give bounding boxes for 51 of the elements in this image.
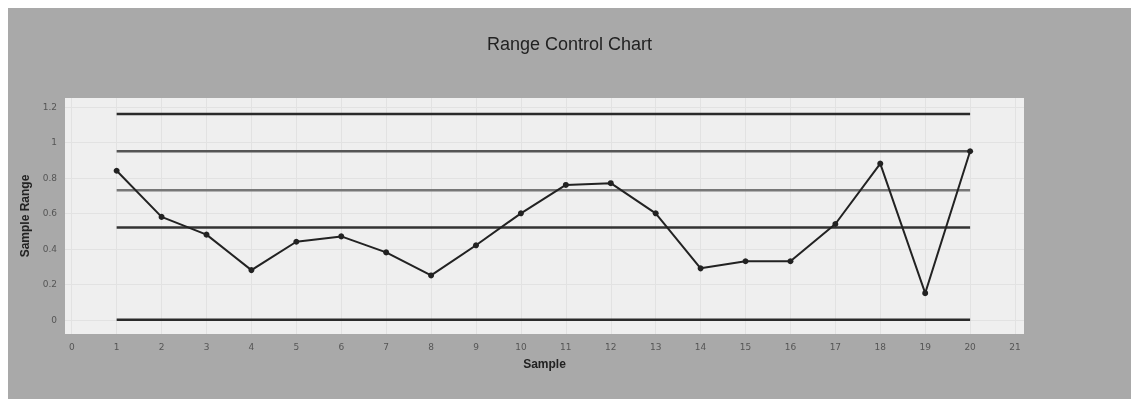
point	[293, 238, 300, 245]
x-tick-label: 12	[605, 341, 617, 352]
x-tick-label: 15	[739, 341, 752, 352]
x-tick-label: 11	[560, 341, 572, 352]
x-tick-label: 8	[428, 341, 435, 352]
point	[473, 242, 479, 249]
point	[742, 258, 749, 265]
x-tick-label: 6	[338, 341, 345, 352]
y-tick-label: 1.2	[42, 101, 57, 112]
point	[607, 180, 614, 187]
x-tick-label: 5	[293, 341, 300, 352]
x-tick-label: 0	[68, 341, 75, 352]
point	[877, 160, 884, 167]
point	[428, 272, 435, 279]
x-tick-label: 3	[203, 341, 210, 352]
x-tick-label: 13	[649, 341, 662, 352]
x-axis-title: Sample	[523, 357, 567, 371]
point	[113, 167, 120, 174]
y-tick-label: 0.4	[42, 243, 58, 254]
y-tick-label: 0	[51, 314, 58, 325]
x-tick-label: 9	[473, 341, 480, 352]
x-tick-label: 14	[694, 341, 707, 352]
x-tick-label: 7	[383, 341, 390, 352]
y-axis-title: Sample Range	[18, 174, 32, 258]
chart-title: Range Control Chart	[486, 34, 653, 54]
x-tick-label: 2	[158, 341, 165, 352]
x-tick-label: 20	[964, 341, 977, 352]
x-tick-label: 21	[1009, 341, 1021, 352]
point	[248, 267, 255, 274]
point	[158, 213, 165, 220]
point	[922, 290, 929, 297]
y-tick-label: 0.2	[42, 279, 57, 290]
x-tick-label: 1	[113, 341, 120, 352]
x-tick-label: 16	[784, 341, 797, 352]
x-tick-label: 17	[829, 341, 842, 352]
point	[338, 233, 345, 240]
point	[697, 265, 704, 272]
point	[383, 249, 390, 256]
point	[787, 258, 794, 265]
x-tick-label: 19	[919, 341, 932, 352]
point	[562, 181, 569, 188]
y-tick-label: 0.6	[42, 208, 58, 219]
point	[967, 148, 974, 155]
x-tick-label: 18	[874, 341, 887, 352]
x-tick-label: 10	[515, 341, 527, 352]
point	[652, 210, 659, 217]
point	[517, 210, 524, 217]
y-tick-label: 0.8	[42, 172, 58, 183]
point	[832, 220, 839, 227]
x-tick-label: 4	[248, 341, 255, 352]
y-tick-label: 1	[51, 137, 57, 148]
